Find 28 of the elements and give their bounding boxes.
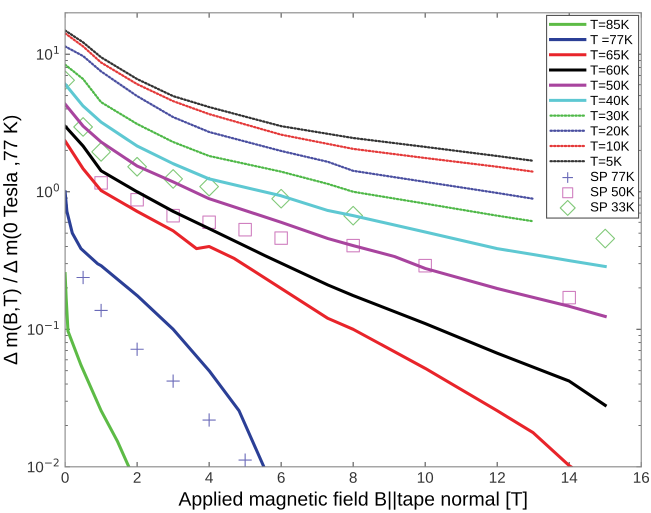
legend-label: T=5K xyxy=(590,156,622,166)
y-axis-title: Δ m(B,T) / Δ m(0 Tesla ,77 K) xyxy=(3,116,22,364)
legend-label: T=50K xyxy=(590,80,630,90)
legend-label: T=30K xyxy=(590,110,630,120)
legend-label: T=10K xyxy=(590,141,630,151)
x-tick-label: 14 xyxy=(562,472,578,483)
y-tick-label: 10$^{1}$ xyxy=(36,46,59,60)
x-tick-label: 4 xyxy=(205,472,213,483)
legend-label: T=20K xyxy=(590,126,630,136)
legend-label: SP 50K xyxy=(590,187,634,196)
y-tick-label: 10$^{−2}$ xyxy=(28,458,59,472)
x-axis-title: Applied magnetic field B||tape normal [T] xyxy=(178,491,527,510)
y-tick-label: 10$^{0}$ xyxy=(36,183,60,198)
legend-label: SP 77K xyxy=(590,172,634,182)
legend-label: T=40K xyxy=(590,96,630,106)
legend-label: T=60K xyxy=(590,65,630,75)
x-tick-label: 16 xyxy=(634,472,650,483)
legend-label: T=65K xyxy=(590,50,630,60)
x-tick-label: 12 xyxy=(490,472,505,483)
legend-label: SP 33K xyxy=(590,202,634,212)
x-tick-label: 2 xyxy=(134,472,141,483)
y-tick-label: 10$^{−1}$ xyxy=(28,321,59,335)
x-tick-label: 8 xyxy=(350,472,357,483)
x-tick-label: 10 xyxy=(418,472,434,483)
x-tick-label: 0 xyxy=(61,472,69,483)
legend-label: T =77K xyxy=(590,35,633,44)
legend-label: T=85K xyxy=(590,20,630,30)
x-tick-label: 6 xyxy=(278,472,285,483)
